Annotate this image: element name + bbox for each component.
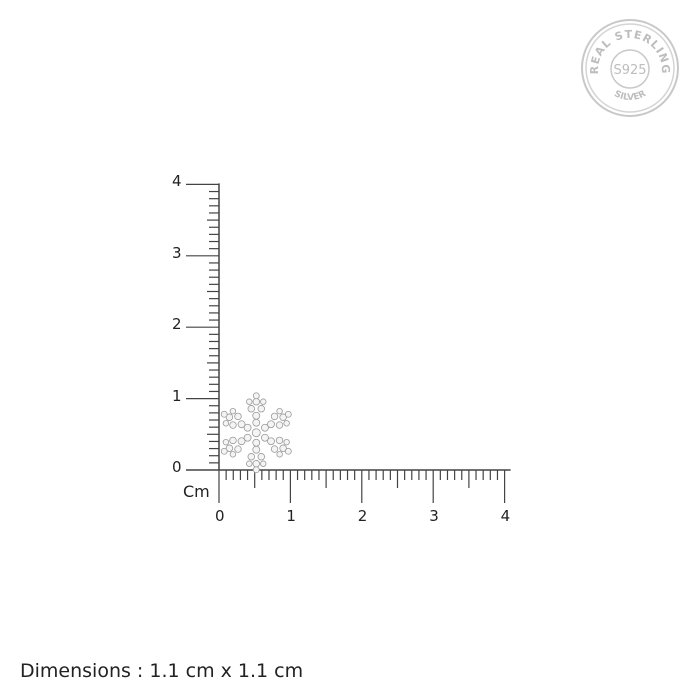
stone (260, 460, 267, 467)
stone (225, 444, 234, 452)
y-axis-label: 1 (172, 386, 182, 405)
stone (229, 407, 237, 415)
stone (252, 411, 261, 420)
stone (283, 438, 290, 446)
stone (229, 421, 237, 429)
snowflake-earring-image (220, 392, 292, 474)
stone (220, 447, 228, 455)
dimensions-text: Dimensions : 1.1 cm x 1.1 cm (20, 660, 304, 682)
stone (252, 460, 260, 468)
x-axis-label: 2 (357, 507, 368, 525)
stone (275, 436, 284, 445)
stone (270, 412, 279, 421)
ruler-unit-label: Cm (183, 482, 210, 501)
stone (229, 451, 237, 458)
stone (246, 460, 253, 467)
stone (252, 398, 260, 406)
y-axis-label: 3 (172, 243, 182, 262)
stone (222, 438, 230, 446)
stone (252, 445, 261, 454)
stone (237, 420, 246, 429)
x-axis-label: 1 (286, 507, 296, 525)
stone (284, 447, 292, 455)
stone (257, 453, 265, 461)
stone (261, 433, 269, 442)
stone (243, 433, 252, 442)
stone (252, 392, 260, 400)
stone (234, 445, 242, 453)
stone (246, 398, 253, 405)
stone (267, 437, 275, 446)
stone (279, 444, 287, 452)
svg-text:S925: S925 (613, 63, 646, 78)
stone (247, 405, 255, 413)
sterling-silver-seal: REAL STERLING S925 SILVER (581, 19, 679, 117)
stone (261, 423, 269, 432)
stone (276, 407, 283, 415)
stone (222, 420, 230, 427)
stone (270, 445, 279, 453)
stone (234, 412, 242, 421)
stone (229, 436, 237, 445)
stone (257, 405, 265, 413)
stone (275, 421, 284, 429)
stone (283, 420, 290, 427)
x-axis-label: 0 (215, 507, 225, 525)
stone (260, 398, 267, 405)
stone (284, 410, 292, 418)
stone (279, 413, 287, 421)
stone (252, 466, 260, 474)
stone (252, 418, 261, 427)
x-axis-label: 3 (429, 507, 439, 525)
stone (252, 438, 261, 447)
stone (220, 410, 228, 418)
y-axis-label: 2 (172, 315, 182, 334)
stone (267, 420, 275, 429)
stone (276, 451, 283, 458)
svg-text:SILVER: SILVER (612, 89, 648, 103)
stone (243, 423, 252, 432)
stone (225, 413, 234, 421)
y-axis-label: 4 (172, 172, 182, 191)
x-axis-label: 4 (500, 507, 511, 525)
stone (237, 437, 246, 446)
stone (251, 428, 261, 438)
y-axis-label: 0 (172, 458, 182, 476)
stone (247, 453, 255, 461)
